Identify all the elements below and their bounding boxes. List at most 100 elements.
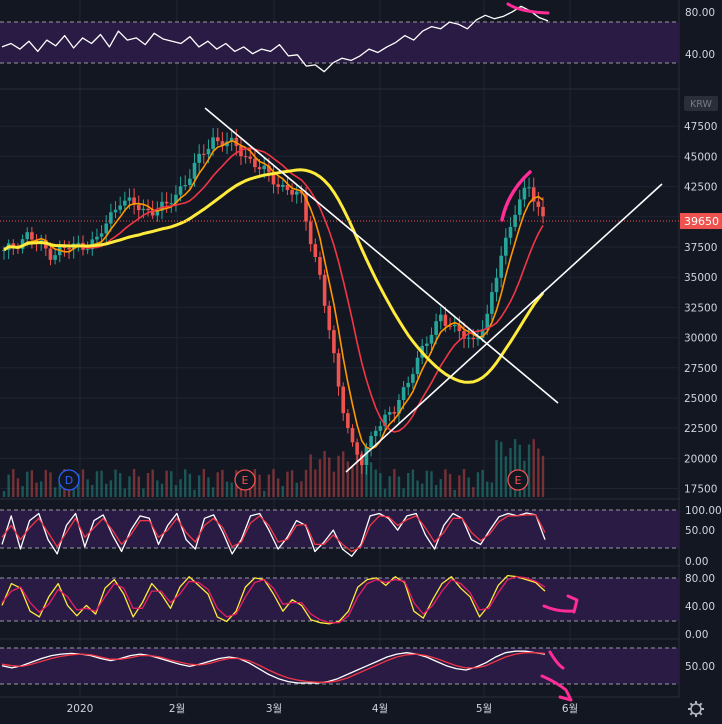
volume-bar (21, 486, 24, 497)
currency-label: KRW (690, 99, 712, 110)
volume-bar (527, 444, 531, 497)
downtrend-line (204, 107, 559, 404)
volume-bar (369, 462, 373, 497)
oscillator-2-tick-label: 100.00 (685, 505, 722, 517)
volume-bar (462, 469, 466, 497)
candle-body (434, 321, 438, 335)
candle-body (480, 329, 485, 338)
volume-bar (532, 439, 535, 497)
candle-body (141, 208, 146, 211)
candle-body (123, 200, 127, 206)
volume-bar (128, 476, 131, 497)
candle-body (322, 274, 327, 306)
volume-bar (290, 470, 294, 497)
candle-body (2, 250, 6, 252)
candle-body (504, 237, 508, 256)
candle-body (457, 324, 462, 332)
volume-bar (360, 452, 363, 497)
volume-bar (230, 482, 233, 497)
volume-bar (513, 439, 517, 497)
event-marker-e (234, 469, 256, 491)
volume-bar (286, 471, 289, 497)
candle-body (160, 201, 164, 211)
volume-bar (35, 482, 38, 497)
candle-body (415, 357, 420, 375)
candle-body (11, 243, 16, 248)
candle-body (136, 204, 141, 211)
volume-bar (26, 471, 29, 497)
candle-body (471, 337, 476, 340)
x-axis-label: 5월 (476, 703, 492, 715)
volume-bar (165, 470, 168, 497)
candle-body (443, 314, 448, 326)
event-marker-d (58, 469, 80, 491)
volume-bar (453, 489, 456, 497)
oscillator-3-tick-label: 0.00 (685, 629, 708, 641)
candle-body (383, 414, 387, 427)
candle-body (113, 209, 118, 213)
volume-bar (244, 486, 247, 497)
candle-body (188, 178, 192, 186)
current-price-label: 39650 (684, 215, 719, 228)
volume-bar (328, 457, 331, 497)
gear-icon-tooth (689, 711, 694, 716)
candle-body (95, 236, 99, 240)
candle-body (271, 172, 276, 185)
candle-body (183, 185, 188, 187)
candle-body (378, 426, 383, 431)
volume-bar (309, 454, 312, 497)
price-tick-label: 35000 (684, 272, 717, 284)
candle-body (109, 212, 113, 224)
drawing-layer (204, 2, 663, 702)
candle-body (280, 184, 285, 187)
volume-bar (341, 451, 345, 497)
candle-body (53, 255, 57, 260)
x-axis-label: 2020 (67, 703, 94, 715)
volume-bar (16, 478, 20, 497)
gear-icon[interactable] (688, 701, 704, 717)
candle-body (513, 214, 517, 227)
candle-body (178, 186, 183, 195)
candle-body (211, 137, 215, 149)
volume-bar (467, 477, 470, 497)
event-marker-e (507, 469, 529, 491)
x-axis-label: 4월 (372, 703, 388, 715)
volume-bar (295, 482, 298, 497)
candle-body (462, 331, 466, 339)
price-tick-label: 47500 (684, 121, 717, 133)
price-tick-label: 37500 (684, 242, 717, 254)
candle-body (406, 382, 411, 388)
candle-body (262, 165, 267, 170)
candle-body (429, 334, 434, 344)
oscillator-4-series-0 (1, 650, 546, 684)
price-tick-label: 17500 (684, 484, 717, 496)
candle-body (448, 325, 452, 327)
candle-body (62, 246, 67, 248)
gear-icon-tooth (689, 702, 694, 707)
volume-bar (448, 473, 452, 497)
volume-bar (81, 469, 85, 497)
candle-body (304, 193, 308, 222)
oscillator-1-tick-label: 40.00 (685, 49, 715, 61)
candle-body (508, 226, 513, 238)
volume-bar (420, 483, 424, 497)
candle-body (341, 386, 345, 414)
candle-body (364, 447, 369, 466)
volume-bar (184, 469, 187, 497)
volume-bar (425, 470, 429, 497)
price-tick-label: 25000 (684, 393, 717, 405)
volume-bar (402, 488, 405, 497)
pink-highlight-oscillator (506, 2, 550, 15)
volume-bar (355, 453, 359, 497)
volume-bar (160, 483, 164, 497)
candle-body (85, 249, 90, 251)
volume-bar (137, 476, 140, 497)
candle-body (387, 412, 392, 415)
price-axis-layer: 80.00 40.00 100.00 50.00 0.00 80.00 40.00 0.00 5… (67, 0, 722, 724)
moving-average-1 (3, 147, 544, 433)
candle-body (155, 210, 160, 216)
candle-body (522, 187, 527, 200)
candle-body (118, 205, 122, 210)
